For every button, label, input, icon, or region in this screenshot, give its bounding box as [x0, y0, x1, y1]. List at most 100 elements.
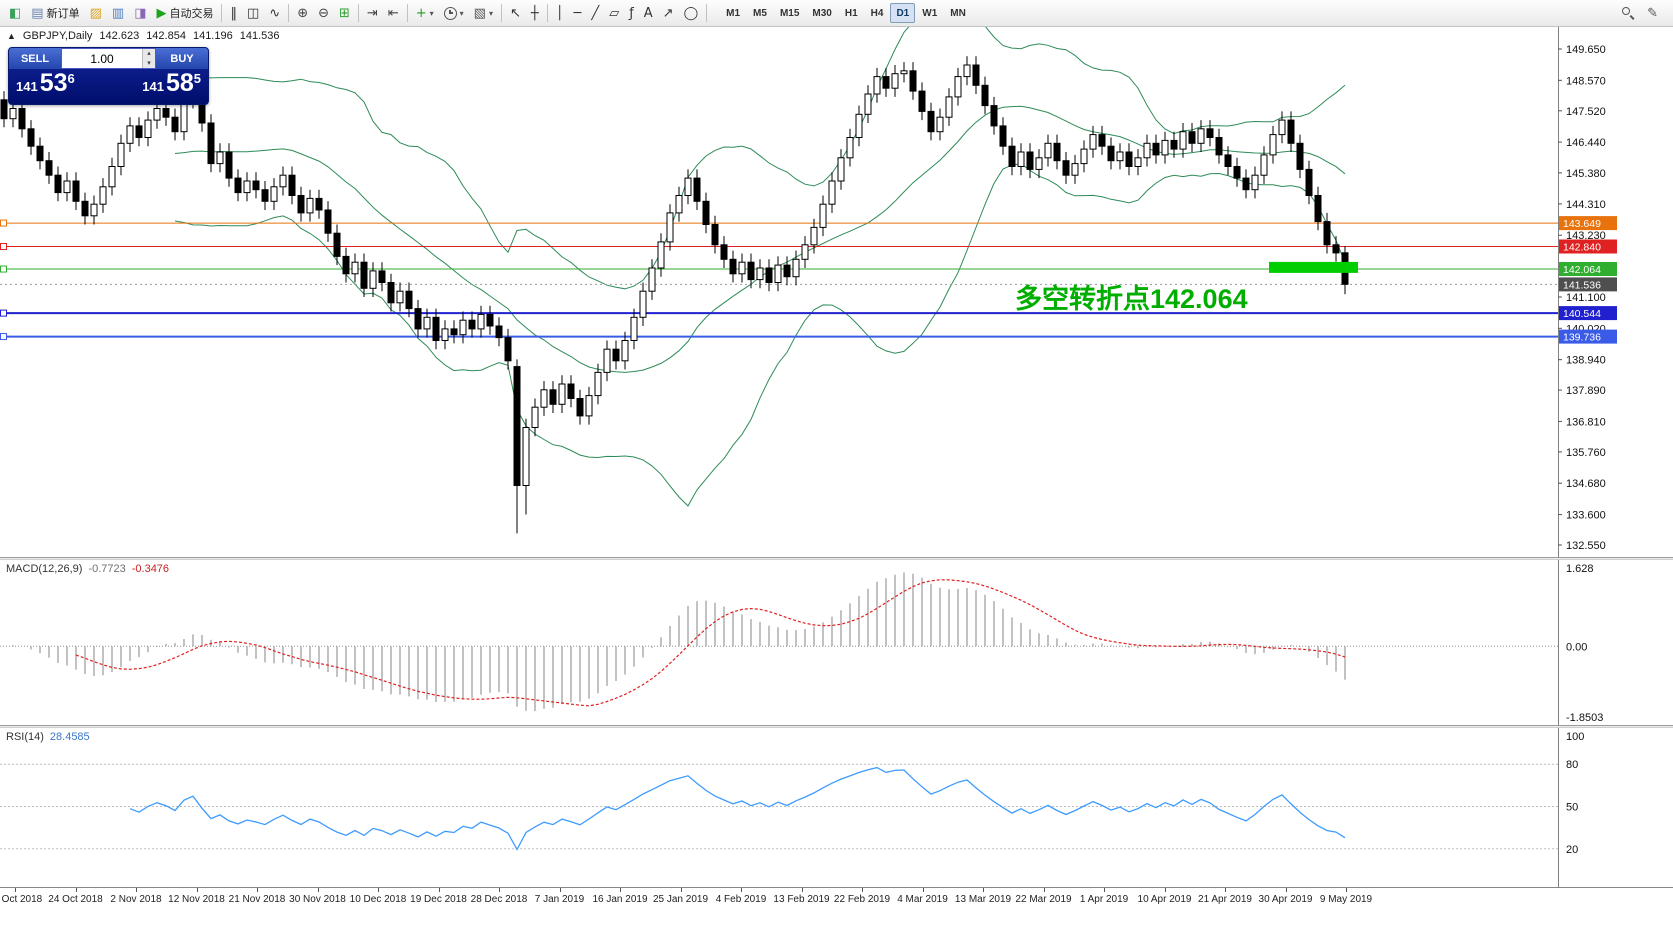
- terminal-button[interactable]: ◨: [129, 2, 151, 24]
- buy-button[interactable]: BUY: [156, 48, 208, 69]
- sell-price-base: 141: [16, 79, 38, 94]
- buy-price-base: 141: [142, 79, 164, 94]
- rsi-chart[interactable]: 100 80 50 20: [0, 728, 1673, 887]
- time-tick: [1225, 888, 1226, 892]
- macd-chart[interactable]: 1.628 0.00 -1.8503: [0, 560, 1673, 725]
- fibonacci-button[interactable]: ƒ: [624, 2, 639, 24]
- ohlc-bars-icon: ‖: [230, 5, 237, 21]
- time-tick: [922, 888, 924, 892]
- chart-search-button[interactable]: [1616, 2, 1640, 24]
- time-axis-label: 10 Dec 2018: [349, 894, 407, 905]
- auto-trading-button[interactable]: ▶ 自动交易: [151, 2, 218, 24]
- pane-splitter[interactable]: [0, 725, 1673, 728]
- templates-button[interactable]: ▧ ▾: [469, 2, 498, 24]
- quote-line: ▲ GBPJPY,Daily 142.623 142.854 141.196 1…: [7, 30, 279, 42]
- time-axis[interactable]: 15 Oct 2018 24 Oct 2018 2 Nov 2018 12 Nov 2…: [0, 887, 1673, 911]
- time-tick: [862, 888, 863, 892]
- new-order-button-label: 新订单: [46, 8, 80, 20]
- crosshair-button[interactable]: ┼: [526, 2, 544, 24]
- time-tick: [1164, 888, 1166, 892]
- volume-decrease-button[interactable]: ▾: [147, 59, 151, 67]
- terminal-icon: ◨: [134, 5, 147, 21]
- shapes-tool-button[interactable]: ◯: [679, 2, 704, 24]
- time-tick: [801, 888, 803, 892]
- time-axis-label: 22 Feb 2019: [833, 894, 891, 905]
- arrows-tool-button[interactable]: ↗: [658, 2, 679, 24]
- auto-scroll-button[interactable]: ⇥: [362, 2, 383, 24]
- zoom-out-button[interactable]: ⊖: [313, 2, 334, 24]
- cursor-button[interactable]: ↖: [505, 2, 526, 24]
- pane-splitter[interactable]: [0, 557, 1673, 560]
- line-handle[interactable]: [0, 265, 7, 273]
- line-handle[interactable]: [0, 243, 7, 251]
- periods-button[interactable]: ▾: [439, 2, 469, 24]
- autotrade-play-icon: ▶: [156, 5, 167, 21]
- candlestick-icon: ◫: [246, 5, 260, 21]
- sell-button[interactable]: SELL: [9, 48, 61, 69]
- timeframe-h1[interactable]: H1: [839, 3, 864, 23]
- channel-button[interactable]: ▱: [604, 2, 624, 24]
- time-tick: [1346, 888, 1347, 892]
- time-tick: [75, 888, 77, 892]
- candlestick-type-button[interactable]: ◫: [242, 2, 264, 24]
- price-chart[interactable]: 149.650 148.570 147.520 146.440 145.380 144.3…: [0, 27, 1673, 557]
- time-axis-label: 10 Apr 2019: [1137, 894, 1192, 905]
- timeframe-mn[interactable]: MN: [944, 3, 972, 23]
- indicators-button[interactable]: + ▾: [411, 2, 439, 24]
- price-axis-label: 133.600: [1566, 510, 1606, 522]
- vertical-line-button[interactable]: │: [551, 2, 569, 24]
- toolbar-separator: [706, 4, 708, 22]
- volume-input[interactable]: [62, 49, 142, 68]
- price-axis[interactable]: 149.650 148.570 147.520 146.440 145.380 144.3…: [1558, 44, 1606, 552]
- pivot-annotation[interactable]: 多空转折点142.064: [1015, 284, 1248, 314]
- text-tool-button[interactable]: A: [639, 2, 658, 24]
- horizontal-line-button[interactable]: ─: [569, 2, 587, 24]
- chart-shift-icon: ⇤: [387, 5, 399, 21]
- timeframe-w1[interactable]: W1: [916, 3, 943, 23]
- quote-close: 141.536: [239, 30, 280, 42]
- volume-increase-button[interactable]: ▴: [147, 50, 151, 57]
- search-icon: [1621, 6, 1635, 20]
- time-tick: [257, 888, 258, 892]
- time-tick: [1104, 888, 1105, 892]
- timeframe-d1[interactable]: D1: [890, 3, 916, 23]
- macd-signal-value: -0.3476: [131, 563, 170, 575]
- app-button[interactable]: ◧: [4, 2, 26, 24]
- bar-chart-type-button[interactable]: ‖: [225, 2, 242, 24]
- svg-text:140.544: 140.544: [1563, 308, 1601, 320]
- pivot-highlight-bar[interactable]: [1269, 261, 1358, 273]
- chart-shift-button[interactable]: ⇤: [383, 2, 404, 24]
- rsi-axis-label: 20: [1566, 844, 1578, 856]
- timeframe-h4[interactable]: H4: [865, 3, 890, 23]
- time-axis-label: 4 Mar 2019: [897, 894, 948, 905]
- dropdown-caret-icon: ▾: [488, 8, 493, 18]
- line-handle[interactable]: [0, 309, 7, 317]
- zoom-in-button[interactable]: ⊕: [292, 2, 313, 24]
- timeframe-m1[interactable]: M1: [720, 3, 746, 23]
- new-order-button[interactable]: ▤ 新订单: [26, 2, 84, 24]
- sell-price[interactable]: 141536: [16, 71, 75, 96]
- price-tag-140.544: 140.544: [1559, 306, 1617, 321]
- time-axis-label: 1 Apr 2019: [1079, 894, 1129, 905]
- line-handle[interactable]: [0, 333, 7, 341]
- tile-windows-button[interactable]: ⊞: [334, 2, 355, 24]
- time-tick: [499, 888, 500, 892]
- time-axis-label: 9 May 2019: [1319, 894, 1373, 905]
- line-handle[interactable]: [0, 219, 7, 227]
- timeframe-m5[interactable]: M5: [747, 3, 773, 23]
- time-tick: [196, 888, 198, 892]
- timeframe-m15[interactable]: M15: [774, 3, 805, 23]
- price-axis-label: 135.760: [1566, 447, 1606, 459]
- price-chart-pane: 149.650 148.570 147.520 146.440 145.380 144.3…: [0, 27, 1673, 557]
- profiles-button[interactable]: ▨: [85, 2, 107, 24]
- trendline-button[interactable]: ╱: [586, 2, 604, 24]
- line-chart-type-button[interactable]: ∿: [264, 2, 285, 24]
- price-axis-label: 141.100: [1566, 292, 1606, 304]
- timeframe-m30[interactable]: M30: [806, 3, 837, 23]
- time-tick: [1285, 888, 1287, 892]
- shapes-icon: ◯: [683, 5, 699, 21]
- market-watch-button[interactable]: ▥: [107, 2, 129, 24]
- quick-edit-button[interactable]: ✎: [1642, 2, 1663, 24]
- one-click-collapse-arrow[interactable]: ▲: [7, 31, 16, 41]
- buy-price[interactable]: 141585: [142, 71, 201, 96]
